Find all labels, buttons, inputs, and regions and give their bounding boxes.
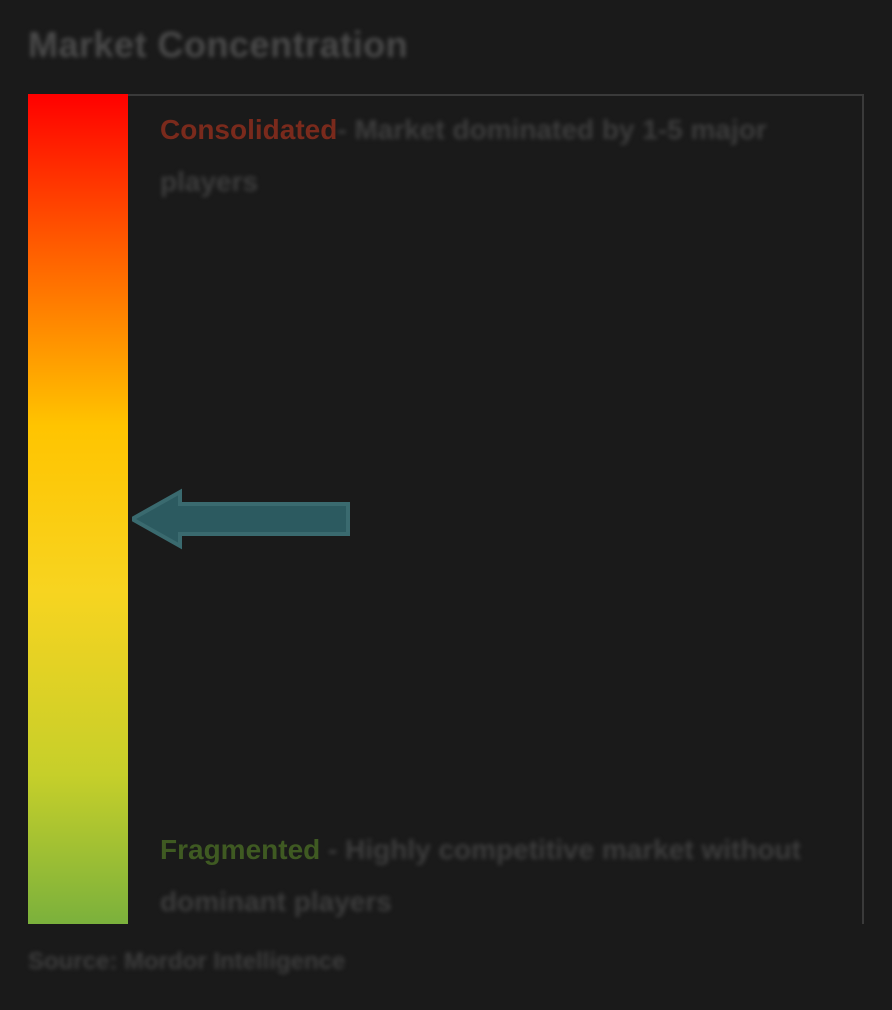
page-title: Market Concentration xyxy=(28,24,408,66)
source-attribution: Source: Mordor Intelligence xyxy=(28,948,345,976)
consolidated-description: Consolidated- Market dominated by 1-5 ma… xyxy=(160,104,840,208)
fragmented-keyword: Fragmented xyxy=(160,834,320,865)
market-concentration-infographic: Market Concentration Consolidated- Marke… xyxy=(0,0,892,1010)
concentration-gradient-bar xyxy=(28,94,128,924)
fragmented-description: Fragmented - Highly competitive market w… xyxy=(160,824,840,928)
consolidated-keyword: Consolidated xyxy=(160,114,337,145)
indicator-arrow xyxy=(132,488,352,550)
